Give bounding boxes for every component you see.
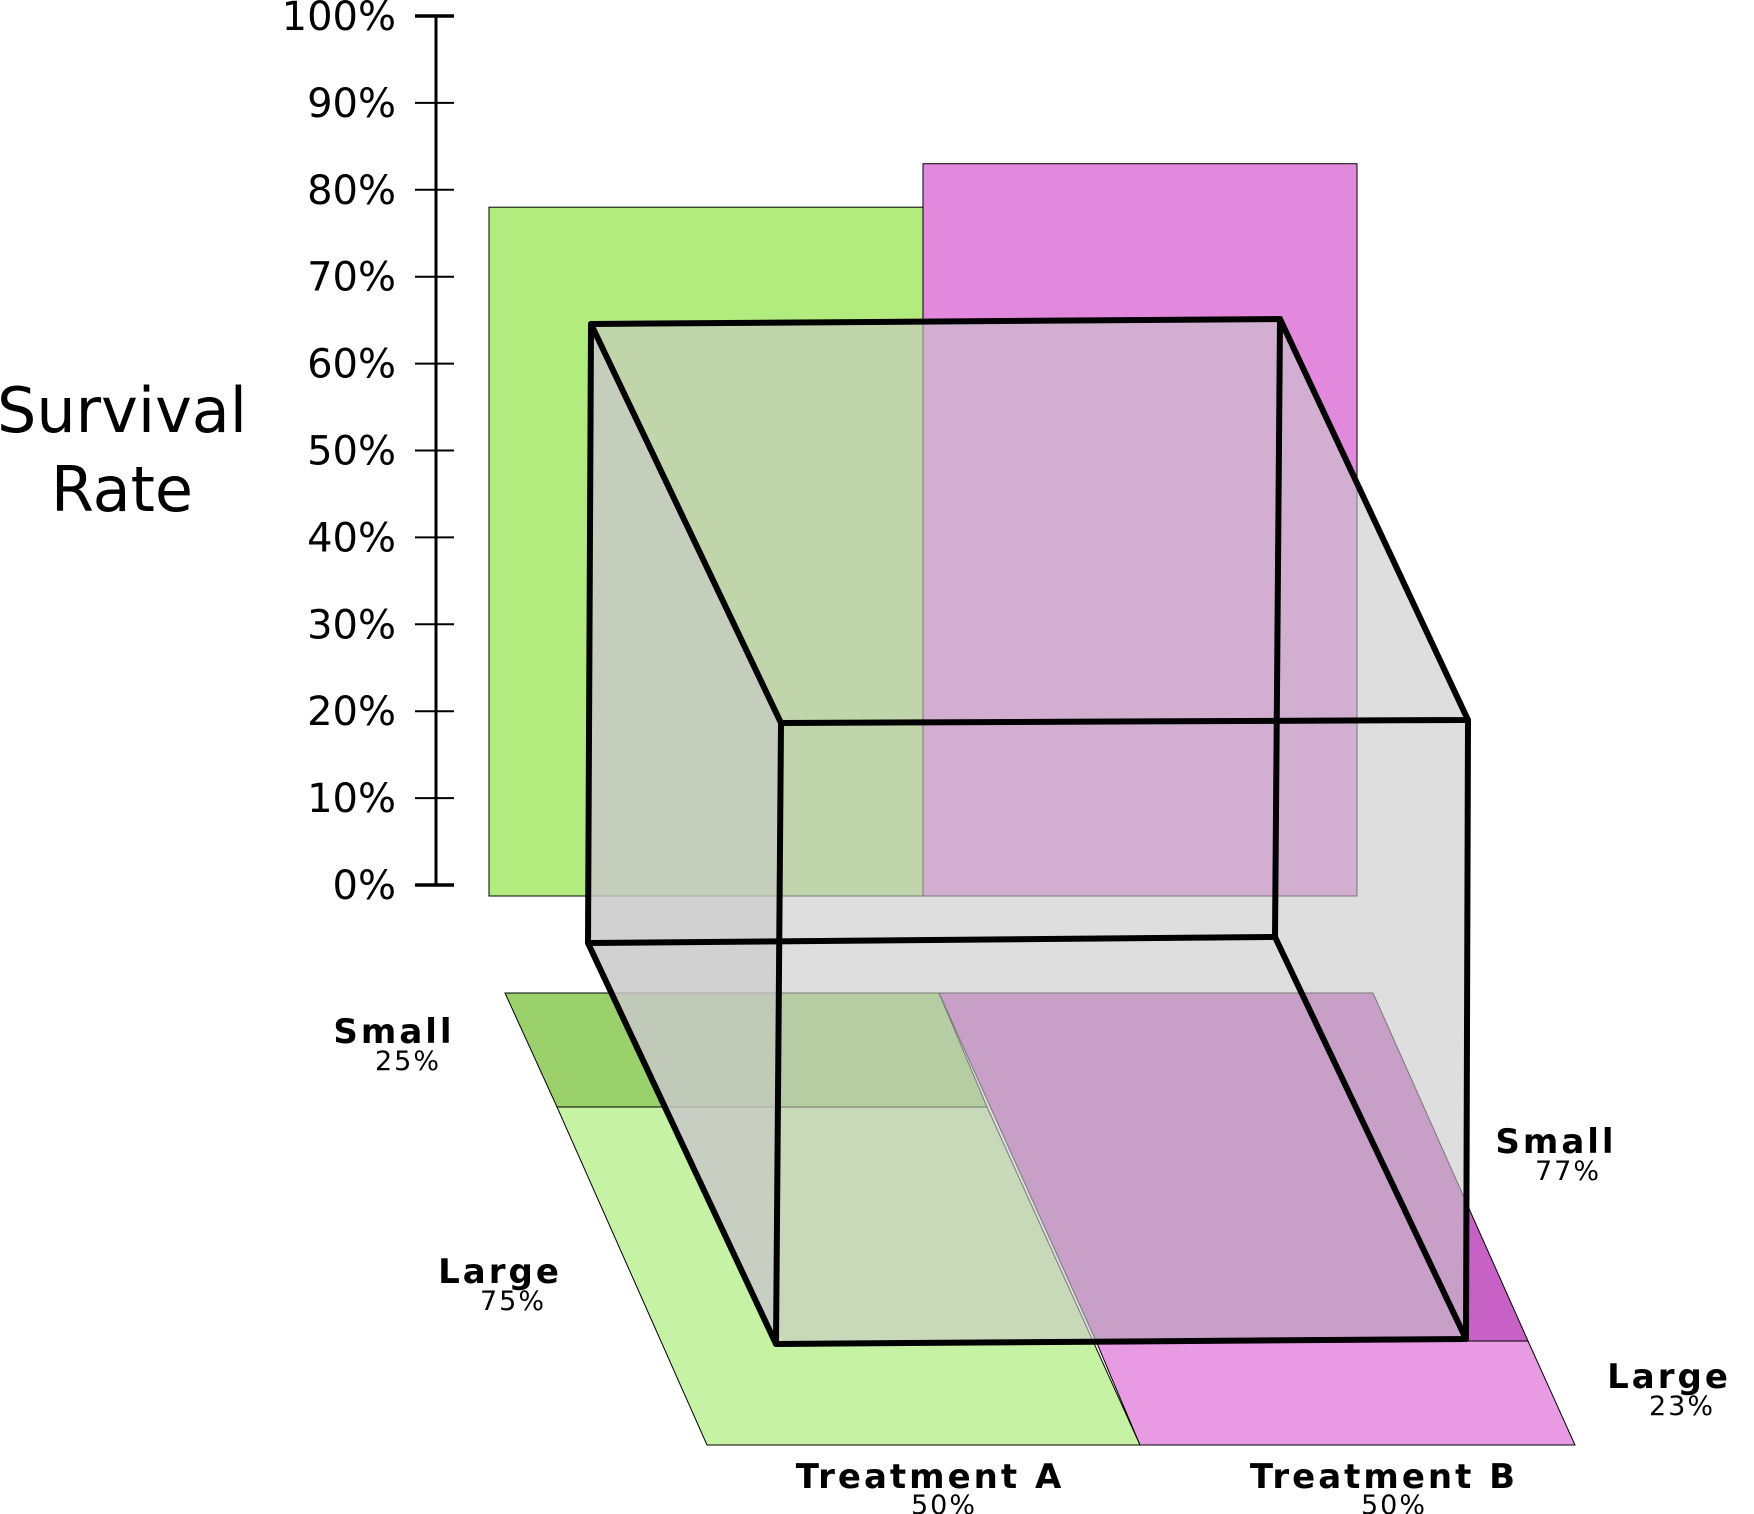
axis-title-line2: Rate [51,453,193,526]
axis-title-line1: Survival [0,374,247,447]
group-b-small-label: Small [1495,1122,1616,1162]
y-tick-label: 100% [282,0,396,40]
treatment-b-pct: 50% [1361,1490,1427,1514]
box-edge-front-right [1463,717,1471,1342]
group-a-small-label: Small [333,1012,454,1052]
y-tick-label: 0% [333,863,396,909]
y-tick-label: 80% [307,168,396,214]
box-face-bottom [588,937,1466,1344]
y-tick-label: 10% [307,776,396,822]
y-axis-ticks: 0% 10% 20% 30% 40% 50% 60% 70% 80% 90% 100% [282,0,454,909]
y-tick-label: 70% [307,255,396,301]
treatment-b-label: Treatment B [1250,1457,1518,1497]
y-tick-label: 90% [307,81,396,127]
y-tick-label: 50% [307,429,396,475]
floor-treatment-b-large [1095,1340,1576,1446]
box-face-right [1275,319,1468,1339]
y-axis: 0% 10% 20% 30% 40% 50% 60% 70% 80% 90% 100% [282,0,454,909]
group-b-large-label: Large [1607,1357,1731,1397]
y-tick-label: 30% [307,602,396,648]
overlay-box-faces [588,319,1468,1344]
overlay-box-edges [585,316,1471,1347]
box-edge-back-left [585,321,594,946]
group-a-large-label: Large [438,1252,562,1292]
treatment-a-pct: 50% [911,1490,977,1514]
group-a-small-pct: 25% [375,1046,441,1077]
group-b-small-pct: 77% [1535,1156,1601,1187]
box-edge-back-right [1272,316,1283,940]
group-b-large-pct: 23% [1649,1391,1715,1422]
box-edge-front-left [773,720,784,1347]
treatment-a-label: Treatment A [796,1457,1065,1497]
group-a-large-pct: 75% [480,1286,546,1317]
y-tick-label: 40% [307,515,396,561]
y-tick-label: 60% [307,342,396,388]
y-tick-label: 20% [307,689,396,735]
